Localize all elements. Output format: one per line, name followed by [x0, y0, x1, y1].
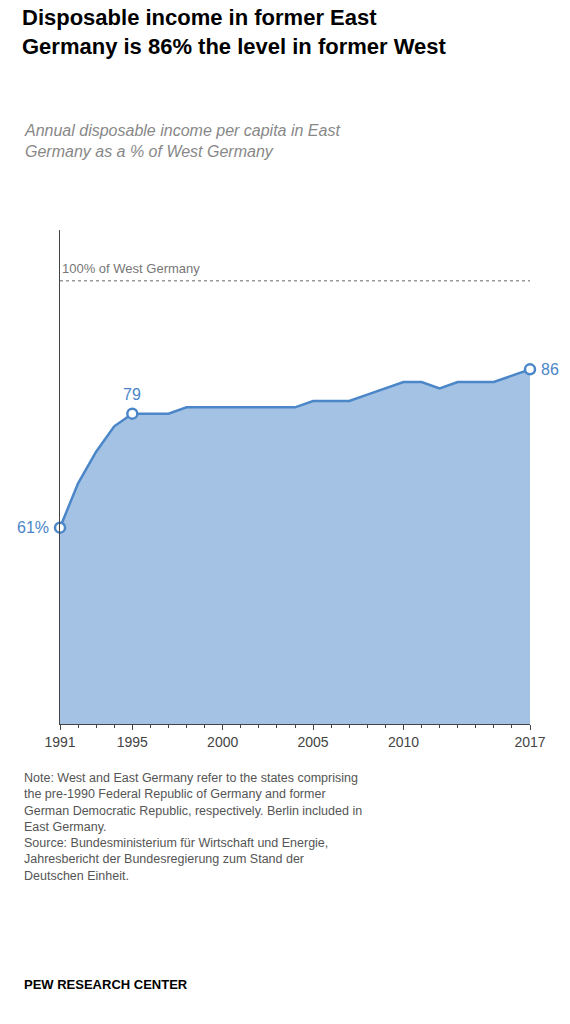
svg-text:2005: 2005 — [298, 734, 329, 750]
svg-text:86: 86 — [541, 361, 559, 378]
svg-text:1995: 1995 — [117, 734, 148, 750]
svg-text:61%: 61% — [17, 519, 49, 536]
svg-text:PEW RESEARCH CENTER: PEW RESEARCH CENTER — [24, 977, 188, 992]
svg-text:79: 79 — [123, 386, 141, 403]
svg-text:1991: 1991 — [44, 734, 75, 750]
svg-text:Note: West and East Germany re: Note: West and East Germany refer to the… — [24, 771, 362, 883]
svg-text:Annual disposable income per c: Annual disposable income per capita in E… — [24, 122, 340, 160]
svg-text:2010: 2010 — [388, 734, 419, 750]
svg-text:2017: 2017 — [514, 734, 545, 750]
svg-text:100% of West Germany: 100% of West Germany — [62, 261, 200, 276]
svg-text:2000: 2000 — [207, 734, 238, 750]
svg-text:Disposable income in former Ea: Disposable income in former EastGermany … — [22, 5, 447, 59]
